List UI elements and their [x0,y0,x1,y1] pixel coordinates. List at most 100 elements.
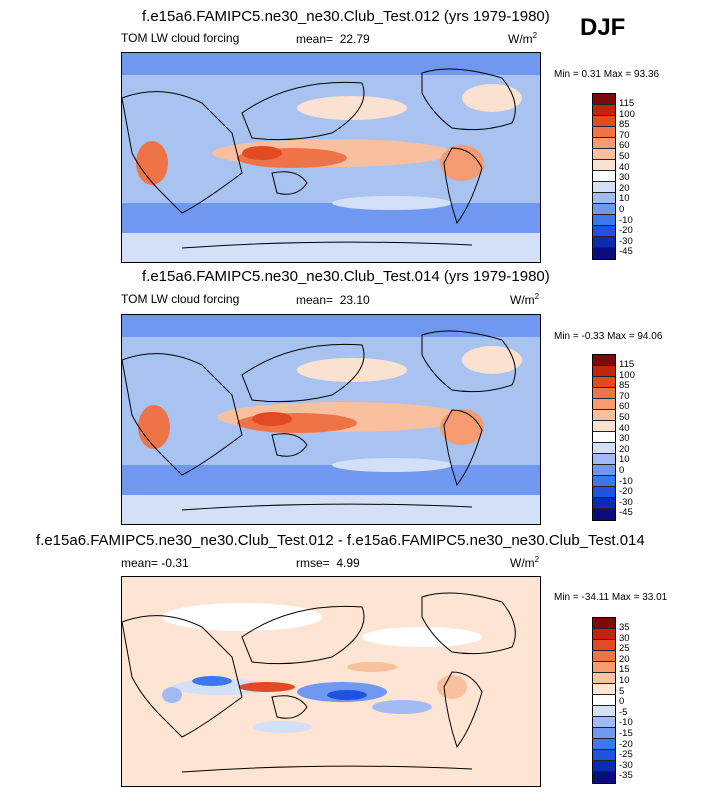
colorbar-swatch [593,772,615,783]
colorbar-tick-label: 35 [619,622,630,633]
colorbar-tick-label: 0 [619,696,625,708]
panel-1-mean-value: 22.79 [339,32,370,46]
panel-2-colorbar-labels: 115 100 85 70 60 50 40 30 20 10 0 -10 -20 -30 -45 [619,359,635,519]
colorbar-tick-label: 30 [619,172,630,184]
colorbar-swatch [593,640,615,651]
colorbar-tick-label: 25 [619,643,630,655]
panel-3-rmse-label: rmse= [296,556,330,570]
colorbar-swatch [593,204,615,215]
panel-3-colorbar [592,617,616,784]
panel-1-map-svg [122,53,540,262]
colorbar-tick-label: 70 [619,129,630,141]
panel-2-mean: mean= 23.10 [296,293,370,307]
colorbar-tick-label: -25 [619,749,633,761]
colorbar-swatch [593,673,615,684]
panel-2-variable: TOM LW cloud forcing [121,292,240,306]
colorbar-tick-label: 50 [619,150,630,162]
colorbar-tick-label: -30 [619,496,633,508]
colorbar-swatch [593,662,615,673]
colorbar-swatch [593,651,615,662]
colorbar-tick-label: -10 [619,475,633,487]
panel-3-colorbar-labels: 35 30 25 20 15 10 5 0 -5 -10 -15 -20 -25 -30 -35 [619,622,633,782]
colorbar-swatch [593,432,615,443]
colorbar-tick-label: 20 [619,182,630,194]
panel-2-colorbar [592,354,616,521]
panel-3-rmse: rmse= 4.99 [296,556,360,570]
colorbar-swatch [593,138,615,149]
panel-2-title: f.e15a6.FAMIPC5.ne30_ne30.Club_Test.014 … [142,268,550,285]
colorbar-tick-label: 70 [619,390,630,402]
panel-3-map-svg [122,577,540,786]
panel-3-units-text: W/m [510,556,535,570]
colorbar-swatch [593,149,615,160]
colorbar-tick-label: 100 [619,369,635,381]
panel-2-units-text: W/m [510,293,535,307]
colorbar-swatch [593,171,615,182]
colorbar-tick-label: -10 [619,717,633,729]
panel-1-title: f.e15a6.FAMIPC5.ne30_ne30.Club_Test.012 … [142,8,550,25]
panel-1-mean: mean= 22.79 [296,32,370,46]
colorbar-tick-label: -20 [619,486,633,498]
colorbar-swatch [593,366,615,377]
colorbar-swatch [593,226,615,237]
panel-2-mean-label: mean= [296,293,334,307]
panel-2-units-exp: 2 [534,292,540,301]
panel-2-map [121,314,541,525]
colorbar-swatch [593,399,615,410]
panel-3-units: W/m2 [510,555,539,570]
colorbar-tick-label: 115 [619,359,635,370]
colorbar-tick-label: 0 [619,464,625,476]
colorbar-swatch [593,618,615,629]
colorbar-tick-label: -20 [619,225,633,237]
panel-1-variable: TOM LW cloud forcing [121,31,240,45]
colorbar-tick-label: -5 [619,706,628,718]
colorbar-tick-label: 20 [619,653,630,665]
colorbar-tick-label: -45 [619,507,633,519]
colorbar-tick-label: 5 [619,685,625,697]
colorbar-swatch [593,443,615,454]
colorbar-swatch [593,761,615,772]
colorbar-tick-label: -30 [619,759,633,771]
colorbar-tick-label: 100 [619,108,635,120]
panel-1-units-text: W/m [508,32,533,46]
colorbar-tick-label: 20 [619,443,630,455]
colorbar-tick-label: 10 [619,193,630,205]
colorbar-tick-label: 10 [619,674,630,686]
panel-3-units-exp: 2 [534,555,540,564]
panel-3-mean: mean= -0.31 [121,556,189,570]
colorbar-swatch [593,182,615,193]
panel-3-title: f.e15a6.FAMIPC5.ne30_ne30.Club_Test.012 … [36,532,645,549]
panel-3-minmax: Min = -34.11 Max = 33.01 [554,592,668,603]
panel-2-units: W/m2 [510,292,539,307]
colorbar-swatch [593,421,615,432]
panel-3-map [121,576,541,787]
panel-1-colorbar [592,93,616,260]
colorbar-tick-label: 85 [619,119,630,131]
panel-3-rmse-value: 4.99 [336,556,360,570]
colorbar-tick-label: -10 [619,214,633,226]
colorbar-swatch [593,717,615,728]
panel-1-units-exp: 2 [532,31,538,40]
colorbar-tick-label: -20 [619,738,633,750]
colorbar-tick-label: 30 [619,433,630,445]
colorbar-swatch [593,94,615,105]
colorbar-swatch [593,127,615,138]
season-label: DJF [580,14,626,41]
panel-2-mean-value: 23.10 [339,293,370,307]
colorbar-swatch [593,215,615,226]
panel-1-units: W/m2 [508,31,537,46]
colorbar-tick-label: -15 [619,727,633,739]
colorbar-swatch [593,248,615,259]
colorbar-swatch [593,454,615,465]
colorbar-tick-label: 50 [619,411,630,423]
panel-2-minmax: Min = -0.33 Max = 94.06 [554,331,663,342]
colorbar-tick-label: 40 [619,422,630,434]
colorbar-swatch [593,193,615,204]
colorbar-swatch [593,160,615,171]
panel-1-colorbar-labels: 115 100 85 70 60 50 40 30 20 10 0 -10 -20 -30 -45 [619,98,635,258]
colorbar-swatch [593,377,615,388]
colorbar-swatch [593,695,615,706]
colorbar-tick-label: 85 [619,380,630,392]
colorbar-tick-label: 0 [619,203,625,215]
colorbar-swatch [593,487,615,498]
